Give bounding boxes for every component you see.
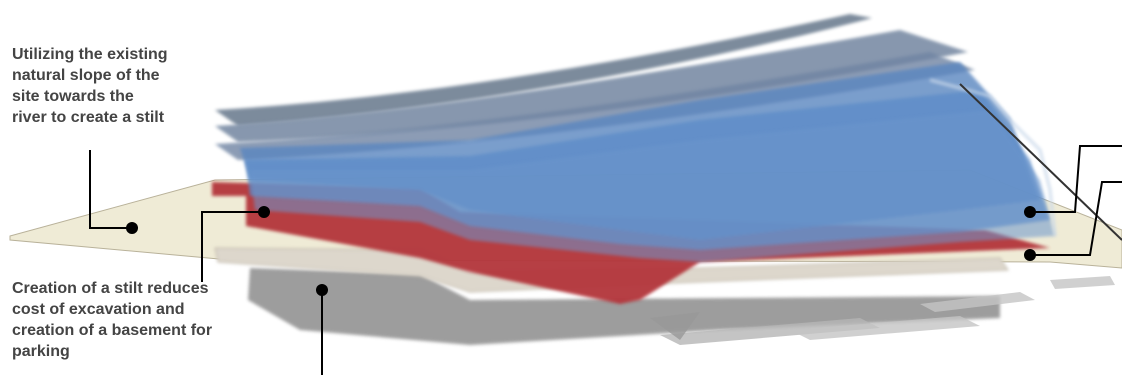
leader-dot-basement	[316, 284, 328, 296]
floor-edge-highlights	[929, 78, 1057, 237]
parking-strip-1	[660, 318, 880, 345]
floor-layer-blue-3	[250, 110, 1055, 262]
leader-dot-red-slab	[1024, 249, 1036, 261]
leader-line-red-slab	[1030, 181, 1122, 256]
leader-dot-slope	[126, 222, 138, 234]
floor-diagonal-edge	[959, 83, 1122, 241]
leader-dot-cost	[258, 206, 270, 218]
leader-dot-blue-floors	[1024, 206, 1036, 218]
leader-line-slope	[89, 150, 132, 229]
floor-layer-grey-1	[215, 14, 872, 126]
parking-strip-2	[790, 316, 980, 340]
floor-layer-grey-2	[215, 30, 968, 142]
parking-strip-4	[1050, 276, 1115, 289]
floor-layer-grey-3	[215, 52, 975, 160]
annotation-stilt-slope: Utilizing the existing natural slope of …	[12, 46, 168, 126]
leader-line-blue-floors	[1030, 145, 1122, 213]
annotation-stilt-cost: Creation of a stilt reduces cost of exca…	[12, 280, 213, 360]
parking-strip-3	[920, 292, 1035, 312]
leader-line-cost	[201, 211, 264, 282]
ramp-triangle	[650, 312, 700, 340]
